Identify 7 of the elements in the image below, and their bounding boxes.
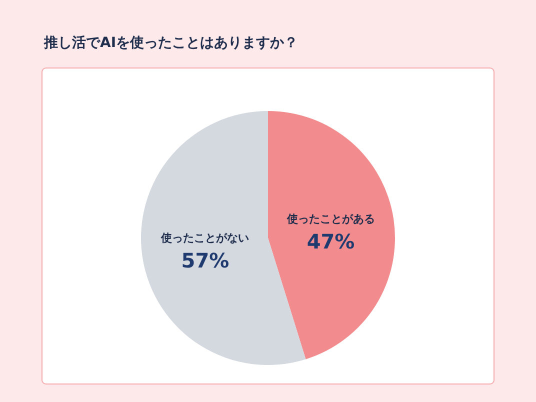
- pie-slice: [141, 111, 306, 365]
- slice-label: 使ったことがない: [160, 232, 250, 245]
- data-label: 47%: [306, 229, 355, 254]
- pie-slice: [268, 111, 395, 360]
- slice-label: 使ったことがある: [286, 212, 375, 226]
- chart-title: 推し活でAIを使ったことはありますか？: [43, 35, 298, 51]
- data-label: 57%: [181, 248, 230, 273]
